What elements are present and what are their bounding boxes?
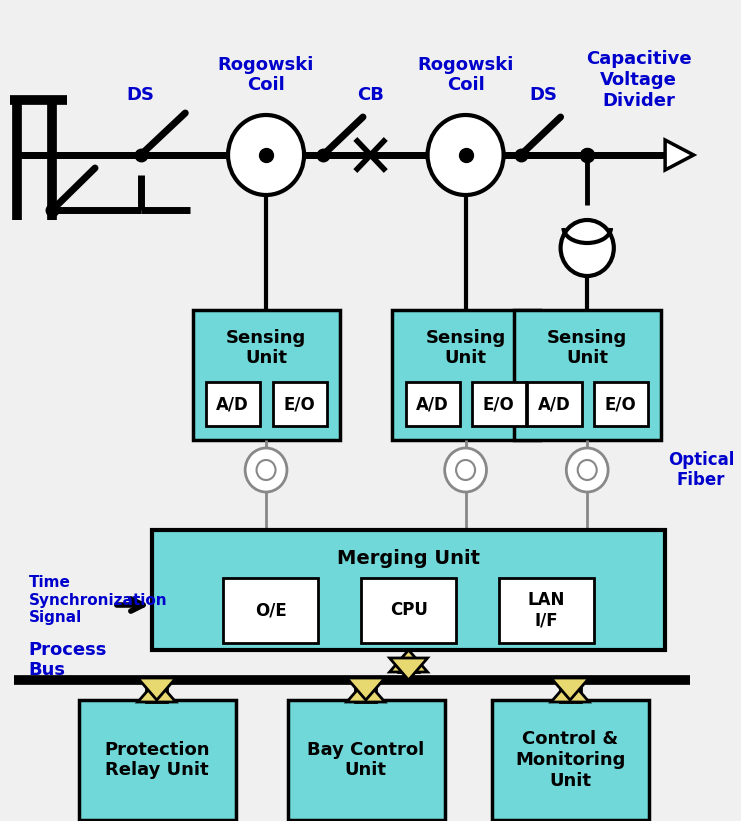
Bar	[528, 382, 582, 426]
Polygon shape	[398, 658, 419, 672]
Text: Sensing
Unit: Sensing Unit	[226, 328, 306, 368]
Text: CB: CB	[357, 86, 384, 104]
Text: E/O: E/O	[483, 395, 515, 413]
Circle shape	[228, 115, 304, 195]
Bar	[273, 382, 327, 426]
Text: Control &
Monitoring
Unit: Control & Monitoring Unit	[515, 730, 625, 790]
Text: Protection
Relay Unit: Protection Relay Unit	[104, 741, 210, 779]
Bar	[594, 382, 648, 426]
Bar	[223, 578, 319, 643]
Bar	[206, 382, 260, 426]
Text: Time
Synchronization
Signal: Time Synchronization Signal	[28, 575, 167, 625]
Circle shape	[256, 460, 276, 480]
Text: Capacitive
Voltage
Divider: Capacitive Voltage Divider	[585, 50, 691, 110]
Text: Sensing
Unit: Sensing Unit	[547, 328, 628, 368]
Text: Rogowski
Coil: Rogowski Coil	[417, 56, 514, 94]
Circle shape	[566, 448, 608, 492]
Text: Rogowski
Coil: Rogowski Coil	[218, 56, 314, 94]
Circle shape	[245, 448, 287, 492]
Bar	[499, 578, 594, 643]
Polygon shape	[665, 140, 694, 170]
Bar	[492, 700, 649, 820]
Polygon shape	[347, 678, 385, 700]
Polygon shape	[390, 658, 428, 680]
Polygon shape	[138, 680, 176, 702]
Circle shape	[578, 460, 597, 480]
Bar	[514, 310, 661, 440]
Polygon shape	[551, 680, 589, 702]
Polygon shape	[551, 678, 589, 700]
Text: Sensing
Unit: Sensing Unit	[425, 328, 505, 368]
Text: CPU: CPU	[390, 601, 428, 619]
Text: E/O: E/O	[605, 395, 637, 413]
Bar	[406, 382, 460, 426]
Circle shape	[445, 448, 487, 492]
Bar	[361, 578, 456, 643]
Text: A/D: A/D	[216, 395, 249, 413]
Bar	[193, 310, 340, 440]
Text: Merging Unit: Merging Unit	[337, 548, 480, 567]
Bar	[152, 530, 665, 650]
Circle shape	[456, 460, 475, 480]
Polygon shape	[390, 650, 428, 672]
Polygon shape	[347, 680, 385, 702]
Bar	[393, 310, 539, 440]
Circle shape	[428, 115, 504, 195]
Bar	[472, 382, 526, 426]
Text: A/D: A/D	[416, 395, 449, 413]
Text: Bay Control
Unit: Bay Control Unit	[308, 741, 425, 779]
Text: DS: DS	[530, 86, 557, 104]
Polygon shape	[146, 678, 167, 702]
Bar	[79, 700, 236, 820]
Circle shape	[561, 220, 614, 276]
Polygon shape	[356, 678, 376, 702]
Polygon shape	[138, 678, 176, 700]
Text: O/E: O/E	[255, 601, 287, 619]
Text: LAN
I/F: LAN I/F	[528, 590, 565, 630]
Text: A/D: A/D	[537, 395, 571, 413]
Polygon shape	[559, 678, 580, 702]
Text: DS: DS	[127, 86, 155, 104]
Text: E/O: E/O	[283, 395, 315, 413]
Bar	[288, 700, 445, 820]
Text: Optical
Fiber: Optical Fiber	[668, 451, 734, 489]
Text: Process
Bus: Process Bus	[28, 640, 107, 680]
